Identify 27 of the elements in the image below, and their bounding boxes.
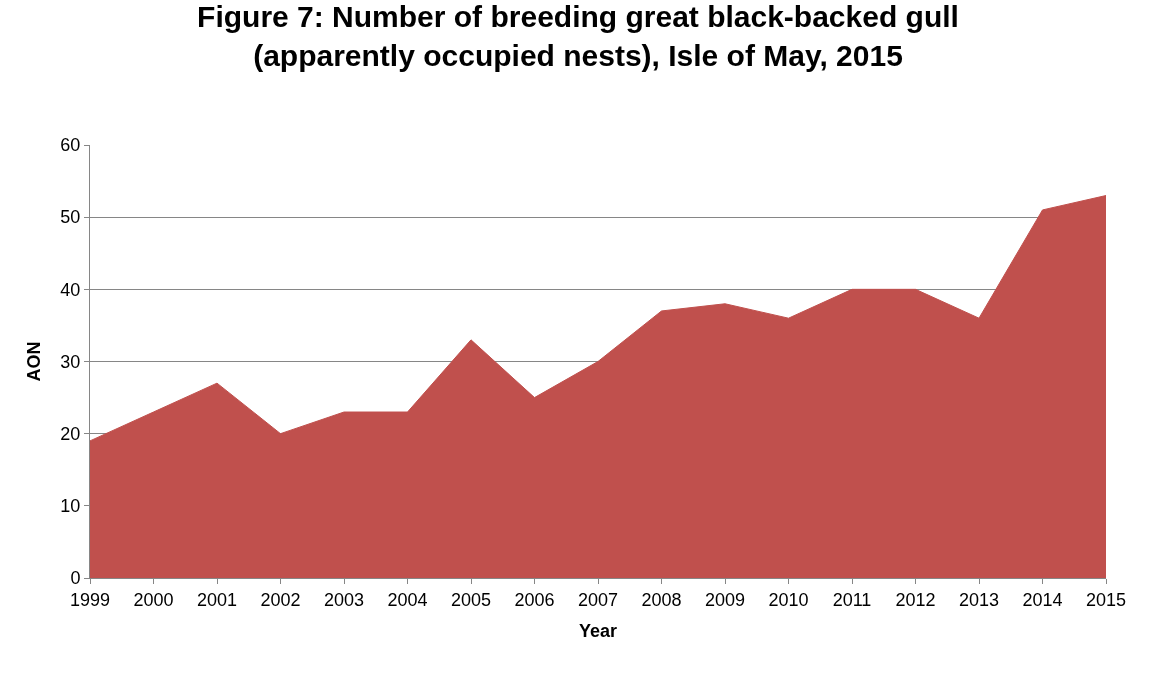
- chart-title: Figure 7: Number of breeding great black-backed gull (apparently occupied nests), Isle of May, 2015: [197, 0, 959, 72]
- x-tick-label: 1999: [69, 589, 111, 610]
- y-axis-title: AON: [23, 341, 44, 382]
- y-tick-label: 40: [60, 279, 81, 300]
- x-tick-label: 2002: [260, 589, 301, 610]
- x-tick-label: 2006: [514, 589, 555, 610]
- x-axis-title: Year: [578, 620, 618, 641]
- x-tick-label: 2010: [768, 589, 809, 610]
- y-tick-label: 60: [60, 135, 81, 156]
- y-tick-label: 0: [70, 568, 81, 589]
- x-tick-label: 2001: [196, 589, 238, 610]
- y-tick-label: 10: [60, 496, 81, 517]
- x-tick-label: 2012: [895, 589, 936, 610]
- x-tick-label: 2005: [450, 589, 492, 610]
- x-tick-label: 2000: [133, 589, 174, 610]
- y-tick-label: 50: [60, 207, 81, 228]
- x-tick-label: 2003: [323, 589, 365, 610]
- x-tick-label: 2015: [1085, 589, 1127, 610]
- x-tick-label: 2011: [832, 589, 872, 610]
- x-tick-label: 2007: [577, 589, 619, 610]
- x-tick-label: 2014: [1022, 589, 1063, 610]
- x-tick-label: 2009: [704, 589, 746, 610]
- y-tick-label: 20: [60, 423, 81, 444]
- x-tick-label: 2013: [958, 589, 1000, 610]
- x-tick-label: 2004: [387, 589, 428, 610]
- y-tick-label: 30: [60, 351, 81, 372]
- x-tick-label: 2008: [641, 589, 682, 610]
